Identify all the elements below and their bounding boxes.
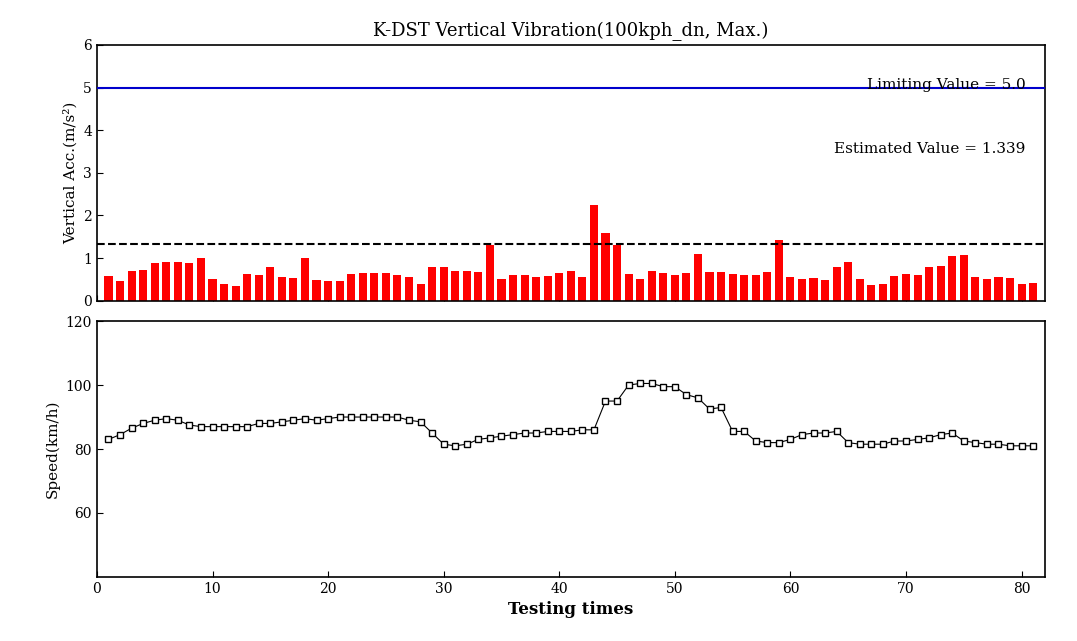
Bar (127, 271, 136, 301)
Bar (637, 279, 644, 301)
Bar (925, 267, 933, 301)
Bar (971, 277, 979, 301)
Bar (937, 266, 945, 301)
Title: K-DST Vertical Vibration(100kph_dn, Max.): K-DST Vertical Vibration(100kph_dn, Max.… (373, 22, 769, 42)
Bar (694, 254, 702, 301)
Bar (290, 278, 297, 301)
Bar (439, 267, 448, 301)
Bar (590, 204, 598, 301)
Bar (474, 272, 482, 301)
Bar (844, 262, 852, 301)
Bar (324, 281, 332, 301)
X-axis label: Testing times: Testing times (508, 601, 633, 619)
Bar (647, 271, 656, 301)
Bar (163, 262, 170, 301)
Bar (683, 273, 690, 301)
Bar (752, 275, 759, 301)
Bar (1006, 278, 1015, 301)
Bar (151, 263, 158, 301)
Bar (901, 274, 910, 301)
Bar (728, 274, 737, 301)
Bar (810, 278, 817, 301)
Bar (232, 286, 240, 301)
Bar (613, 246, 621, 301)
Bar (913, 275, 922, 301)
Bar (520, 275, 529, 301)
Y-axis label: Vertical Acc.(m/s²): Vertical Acc.(m/s²) (64, 101, 78, 244)
Bar (428, 267, 436, 301)
Bar (209, 279, 216, 301)
Bar (382, 273, 390, 301)
Bar (336, 281, 344, 301)
Bar (705, 272, 714, 301)
Bar (983, 279, 991, 301)
Bar (798, 279, 806, 301)
Bar (300, 258, 309, 301)
Bar (104, 276, 112, 301)
Bar (254, 275, 263, 301)
Text: Limiting Value = 5.0: Limiting Value = 5.0 (867, 78, 1025, 92)
Bar (567, 271, 575, 301)
Bar (509, 275, 517, 301)
Bar (486, 246, 494, 301)
Bar (116, 281, 124, 301)
Bar (417, 283, 424, 301)
Bar (243, 274, 251, 301)
Bar (359, 273, 367, 301)
Bar (139, 270, 148, 301)
Bar (671, 275, 679, 301)
Bar (556, 273, 563, 301)
Bar (405, 277, 414, 301)
Bar (960, 255, 968, 301)
Bar (879, 283, 887, 301)
Bar (370, 273, 378, 301)
Bar (867, 285, 876, 301)
Bar (532, 277, 541, 301)
Bar (347, 274, 355, 301)
Bar (173, 262, 182, 301)
Bar (498, 279, 505, 301)
Bar (220, 283, 228, 301)
Bar (266, 267, 275, 301)
Bar (821, 280, 829, 301)
Bar (197, 258, 205, 301)
Text: Estimated Value = 1.339: Estimated Value = 1.339 (835, 142, 1025, 156)
Bar (856, 279, 864, 301)
Bar (463, 271, 471, 301)
Bar (659, 273, 668, 301)
Bar (833, 267, 841, 301)
Bar (948, 256, 956, 301)
Bar (717, 272, 725, 301)
Bar (393, 275, 402, 301)
Bar (601, 233, 610, 301)
Bar (740, 275, 749, 301)
Bar (451, 271, 459, 301)
Bar (278, 277, 285, 301)
Bar (1030, 283, 1037, 301)
Bar (774, 240, 783, 301)
Bar (185, 263, 194, 301)
Bar (994, 277, 1003, 301)
Bar (578, 277, 586, 301)
Y-axis label: Speed(km/h): Speed(km/h) (45, 400, 60, 498)
Bar (312, 280, 321, 301)
Bar (1018, 283, 1025, 301)
Bar (786, 277, 795, 301)
Bar (891, 276, 898, 301)
Bar (764, 272, 771, 301)
Bar (625, 274, 632, 301)
Bar (544, 276, 551, 301)
